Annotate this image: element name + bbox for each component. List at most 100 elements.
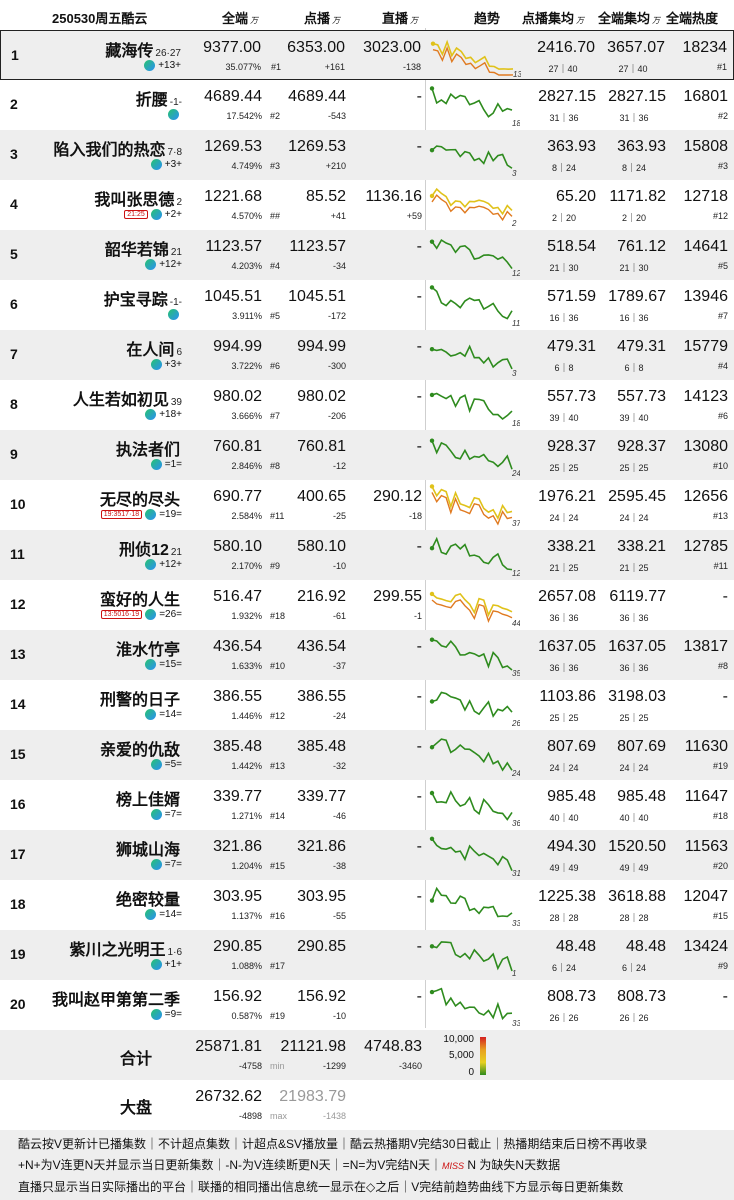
all-share: 17.542%	[226, 111, 262, 121]
live-value: 1136.16	[365, 188, 422, 205]
heat-rank: #1	[716, 62, 727, 72]
vod-avg-episodes: 39｜40	[549, 413, 579, 423]
live-value: -	[416, 838, 422, 855]
rank-number: 18	[10, 896, 26, 912]
trend-dot	[429, 699, 435, 704]
trend-line	[431, 145, 513, 169]
show-title-cell: 狮城山海	[116, 836, 182, 860]
table-row[interactable]: 17 狮城山海 =7= 321.86 1.204% 321.86 #15 -38…	[0, 830, 734, 880]
table-row[interactable]: 15 亲爱的仇敌 =5= 385.48 1.442% 385.48 #13 -3…	[0, 730, 734, 780]
live-value: -	[416, 338, 422, 355]
vod-value: 436.54	[297, 638, 346, 655]
heat-value: 12785	[683, 538, 729, 555]
vod-rank: #9	[270, 561, 281, 571]
all-avg-value: 48.48	[625, 938, 666, 955]
table-row[interactable]: 18 绝密较量 =14= 303.95 1.137% 303.95 #16 -5…	[0, 880, 734, 930]
all-avg-episodes: 25｜25	[619, 713, 649, 723]
update-status: =1=	[164, 459, 182, 470]
vod-delta: +161	[324, 62, 345, 72]
legend-tick-high: 10,000	[443, 1034, 474, 1045]
live-value: -	[416, 938, 422, 955]
all-value: 1123.57	[205, 238, 262, 255]
episode-info: 39	[170, 397, 182, 408]
trend-dot	[429, 193, 435, 199]
all-share: 0.587%	[231, 1011, 262, 1021]
vod-value: 400.65	[297, 488, 346, 505]
vod-avg-episodes: 16｜36	[549, 313, 579, 323]
tencent-video-icon	[145, 509, 157, 520]
show-title-cell: 执法者们	[116, 436, 182, 460]
vod-avg-episodes: 25｜25	[549, 713, 579, 723]
platform-cell: 19:3517·18 =19=	[100, 509, 182, 520]
show-title: 无尽的尽头	[99, 492, 180, 509]
heat-value: -	[722, 588, 728, 605]
table-row[interactable]: 6 护宝寻踪 -1- 1045.51 3.911% 1045.51 #5 -172…	[0, 280, 734, 330]
table-row[interactable]: 12 蛮好的人生 13:5016·19 =26= 516.47 1.932% 2…	[0, 580, 734, 630]
table-row[interactable]: 1 藏海传 26·27 +13+ 9377.00 35.077% 6353.00 …	[0, 30, 734, 80]
trend-dot	[429, 745, 435, 750]
tencent-video-icon	[145, 259, 157, 270]
rank-number: 2	[10, 96, 18, 112]
table-row[interactable]: 16 榜上佳婿 =7= 339.77 1.271% 339.77 #14 -46…	[0, 780, 734, 830]
tencent-video-icon	[150, 759, 162, 770]
table-row[interactable]: 14 刑警的日子 =14= 386.55 1.446% 386.55 #12 -…	[0, 680, 734, 730]
all-avg-value: 2827.15	[608, 88, 666, 105]
all-avg-value: 6119.77	[609, 588, 666, 605]
all-share: 2.584%	[231, 511, 262, 521]
vod-avg-value: 338.21	[547, 538, 596, 555]
episode-info: 26·27	[155, 48, 181, 59]
col-live-header: 直播万	[382, 11, 419, 26]
vod-avg-value: 2657.08	[538, 588, 596, 605]
vod-rank: #8	[270, 461, 281, 471]
vod-delta: -543	[327, 111, 346, 121]
trend-episode-label: 24	[511, 469, 520, 478]
trend-dot	[429, 285, 435, 290]
all-value: 339.77	[213, 788, 262, 805]
vod-delta: -172	[327, 311, 346, 321]
all-share: 1.204%	[231, 861, 262, 871]
table-row[interactable]: 19 紫川之光明王 1·6 +1+ 290.85 1.088% 290.85 #1…	[0, 930, 734, 980]
vod-rank: #4	[270, 261, 281, 271]
vod-delta: -206	[327, 411, 346, 421]
total-vod-value: 21121.98	[280, 1038, 346, 1055]
heat-rank: #12	[712, 211, 728, 221]
show-title-cell: 韶华若锦 21	[105, 236, 182, 260]
tencent-video-icon	[145, 609, 157, 620]
table-row[interactable]: 8 人生若如初见 39 +18+ 980.02 3.666% 980.02 #7 …	[0, 380, 734, 430]
total-all-delta: -4758	[238, 1061, 262, 1071]
total-vod-delta: -1299	[322, 1061, 346, 1071]
table-row[interactable]: 11 刑侦12 21 +12+ 580.10 2.170% 580.10 #9 -…	[0, 530, 734, 580]
table-row[interactable]: 9 执法者们 =1= 760.81 2.846% 760.81 #8 -12 -…	[0, 430, 734, 480]
tencent-video-icon	[145, 709, 157, 720]
table-row[interactable]: 10 无尽的尽头 19:3517·18 =19= 690.77 2.584% 4…	[0, 480, 734, 530]
table-row[interactable]: 5 韶华若锦 21 +12+ 1123.57 4.203% 1123.57 #4 …	[0, 230, 734, 280]
trend-line	[431, 187, 513, 216]
tencent-video-icon	[150, 959, 162, 970]
trend-dot	[429, 546, 435, 551]
table-row[interactable]: 13 淮水竹亭 =15= 436.54 1.633% 436.54 #10 -3…	[0, 630, 734, 680]
table-row[interactable]: 2 折腰 -1- 4689.44 17.542% 4689.44 #2 -543 …	[0, 80, 734, 130]
vod-avg-episodes: 28｜28	[549, 913, 579, 923]
vod-avg-episodes: 6｜24	[551, 963, 577, 973]
table-row[interactable]: 4 我叫张思德 2 21:25 +2+ 1221.68 4.570% 85.52 …	[0, 180, 734, 230]
vod-value: 980.02	[297, 388, 346, 405]
heat-value: 18234	[682, 39, 728, 56]
show-title: 折腰	[135, 92, 168, 109]
platform-cell: =9=	[150, 1009, 182, 1020]
vod-value: 290.85	[297, 938, 346, 955]
rank-number: 20	[10, 996, 26, 1012]
tencent-video-icon	[150, 459, 162, 470]
vod-delta: -61	[332, 611, 346, 621]
platform-cell: =7=	[150, 859, 182, 870]
table-row[interactable]: 7 在人间 6 +3+ 994.99 3.722% 994.99 #6 -300 …	[0, 330, 734, 380]
table-row[interactable]: 20 我叫赵甲第第二季 =9= 156.92 0.587% 156.92 #19…	[0, 980, 734, 1030]
vod-value: 321.86	[297, 838, 346, 855]
trend-sparkline: 24	[429, 438, 520, 478]
total-vod-note: min	[270, 1061, 285, 1071]
table-row[interactable]: 3 陷入我们的热恋 7·8 +3+ 1269.53 4.749% 1269.53 …	[0, 130, 734, 180]
trend-dot	[429, 147, 435, 153]
all-value: 385.48	[213, 738, 262, 755]
all-avg-value: 807.69	[617, 738, 666, 755]
platform-cell: =5=	[150, 759, 182, 770]
market-all-delta: -4898	[238, 1111, 262, 1121]
